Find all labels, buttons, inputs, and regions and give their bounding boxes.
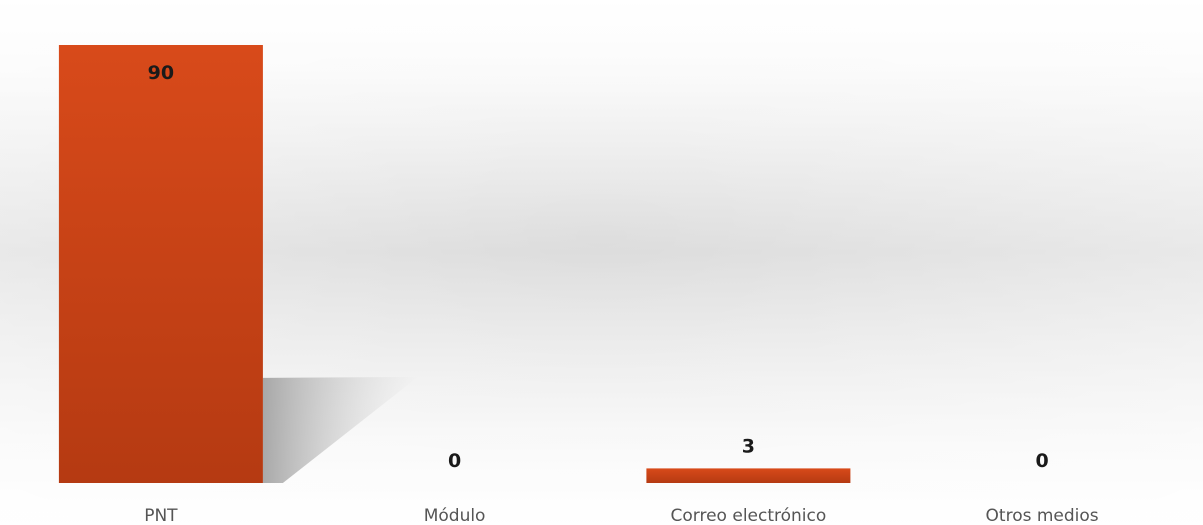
- value-label: 90: [148, 62, 174, 84]
- value-label: 3: [742, 435, 755, 457]
- value-label: 0: [448, 450, 461, 472]
- value-label: 0: [1035, 450, 1048, 472]
- bar-shadows: [262, 376, 418, 483]
- category-label: Módulo: [424, 506, 486, 525]
- bar-shadow: [262, 376, 418, 483]
- category-labels: PNT Módulo Correo electrónico Otros medios: [144, 506, 1099, 525]
- category-label: PNT: [144, 506, 178, 525]
- bars: [58, 45, 851, 483]
- bar-pnt: [58, 45, 263, 483]
- category-label: Correo electrónico: [671, 506, 827, 525]
- bar-correo-electrónico: [646, 468, 851, 483]
- value-labels: 90 0 3 0: [148, 62, 1049, 472]
- category-label: Otros medios: [986, 506, 1099, 525]
